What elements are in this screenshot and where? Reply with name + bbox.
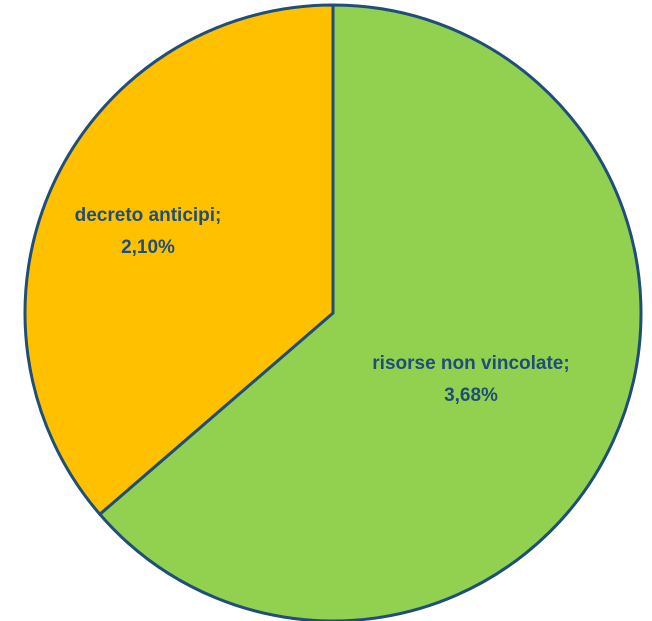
pie-slice-risorse-non-vincolate — [98, 3, 643, 621]
slice-label-name: decreto anticipi; — [75, 205, 222, 226]
pie-labels: risorse non vincolate; 3,68% decreto antic… — [75, 205, 570, 406]
pie-slices — [23, 3, 643, 621]
pie-slice-decreto-anticipi — [23, 3, 335, 516]
slice-label-name: risorse non vincolate; — [372, 353, 569, 374]
slice-label-value: 3,68% — [444, 385, 498, 406]
slice-label-value: 2,10% — [121, 237, 175, 258]
